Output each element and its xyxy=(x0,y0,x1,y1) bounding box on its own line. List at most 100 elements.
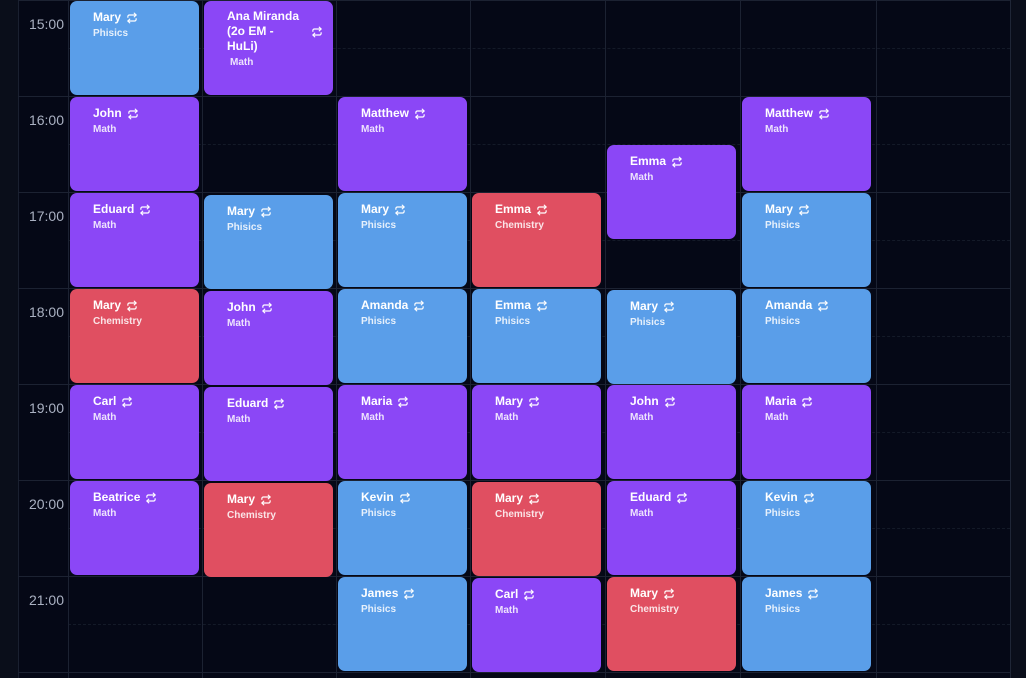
event-card[interactable]: Beatrice Math xyxy=(70,481,199,575)
hour-gridline xyxy=(18,0,1010,1)
time-label: 18:00 xyxy=(28,304,64,320)
event-subject: Phisics xyxy=(630,317,666,328)
event-card[interactable]: Emma Math xyxy=(607,145,736,239)
event-subject: Math xyxy=(765,412,789,423)
repeat-icon xyxy=(801,396,813,408)
event-subject: Chemistry xyxy=(495,220,544,231)
event-student-name: Mary xyxy=(495,491,524,505)
event-card[interactable]: John Math xyxy=(204,291,333,385)
event-title-row: John xyxy=(93,106,189,121)
event-title-row: Matthew xyxy=(361,106,457,121)
repeat-icon xyxy=(807,588,819,600)
event-card[interactable]: John Math xyxy=(70,97,199,191)
event-title-row: James xyxy=(361,586,457,601)
event-card[interactable]: John Math xyxy=(607,385,736,479)
event-title-row: Matthew xyxy=(765,106,861,121)
event-card[interactable]: Emma Phisics xyxy=(472,289,601,383)
hour-gridline xyxy=(18,576,1010,577)
time-label: 17:00 xyxy=(28,208,64,224)
event-card[interactable]: Mary Phisics xyxy=(742,193,871,287)
repeat-icon xyxy=(414,108,426,120)
event-student-name: Mary xyxy=(227,204,256,218)
event-title-row: John xyxy=(227,300,323,315)
repeat-icon xyxy=(399,492,411,504)
event-title-row: Emma xyxy=(495,202,591,217)
event-title-row: Mary xyxy=(495,394,591,409)
event-student-name: Mary xyxy=(93,298,122,312)
event-card[interactable]: Mary Chemistry xyxy=(204,483,333,577)
event-subject: Math xyxy=(495,605,519,616)
repeat-icon xyxy=(403,588,415,600)
event-card[interactable]: James Phisics xyxy=(742,577,871,671)
event-card[interactable]: Carl Math xyxy=(70,385,199,479)
event-card[interactable]: Mary Math xyxy=(472,385,601,479)
event-card[interactable]: Kevin Phisics xyxy=(742,481,871,575)
time-label: 21:00 xyxy=(28,592,64,608)
time-label: 15:00 xyxy=(28,16,64,32)
repeat-icon xyxy=(397,396,409,408)
event-card[interactable]: Maria Math xyxy=(338,385,467,479)
hour-gridline xyxy=(18,96,1010,97)
event-title-row: Mary xyxy=(495,491,591,506)
event-card[interactable]: Eduard Math xyxy=(70,193,199,287)
event-card[interactable]: Amanda Phisics xyxy=(742,289,871,383)
event-title-row: Eduard xyxy=(93,202,189,217)
repeat-icon xyxy=(536,300,548,312)
event-card[interactable]: Maria Math xyxy=(742,385,871,479)
event-card[interactable]: Amanda Phisics xyxy=(338,289,467,383)
event-card[interactable]: Carl Math xyxy=(472,578,601,672)
event-card[interactable]: Mary Chemistry xyxy=(70,289,199,383)
event-subject: Math xyxy=(630,412,654,423)
week-grid: 15:00 16:00 17:00 18:00 19:00 20:00 21:0… xyxy=(18,0,1011,678)
repeat-icon xyxy=(664,396,676,408)
event-card[interactable]: James Phisics xyxy=(338,577,467,671)
event-card[interactable]: Emma Chemistry xyxy=(472,193,601,287)
event-card[interactable]: Mary Phisics xyxy=(70,1,199,95)
event-student-name: Emma xyxy=(495,202,532,216)
event-card[interactable]: Mary Chemistry xyxy=(607,577,736,671)
event-card[interactable]: Mary Chemistry xyxy=(472,482,601,576)
event-card[interactable]: Kevin Phisics xyxy=(338,481,467,575)
event-student-name: Amanda xyxy=(361,298,409,312)
event-title-row: Emma xyxy=(495,298,591,313)
event-subject: Math xyxy=(227,414,251,425)
repeat-icon xyxy=(528,493,540,505)
event-title-row: Mary xyxy=(227,492,323,507)
event-card[interactable]: Matthew Math xyxy=(338,97,467,191)
event-student-name: Carl xyxy=(495,587,519,601)
scrollbar-track[interactable] xyxy=(1010,0,1026,678)
event-subject: Math xyxy=(630,508,654,519)
event-title-row: Eduard xyxy=(630,490,726,505)
event-student-name: Eduard xyxy=(227,396,269,410)
event-student-name: Maria xyxy=(361,394,393,408)
event-student-name: Mary xyxy=(765,202,794,216)
event-title-row: Beatrice xyxy=(93,490,189,505)
event-student-name: James xyxy=(765,586,803,600)
hour-gridline xyxy=(18,288,1010,289)
event-subject: Chemistry xyxy=(495,509,544,520)
event-subject: Math xyxy=(93,508,117,519)
event-student-name: Kevin xyxy=(765,490,798,504)
event-subject: Math xyxy=(361,412,385,423)
event-card[interactable]: Mary Phisics xyxy=(338,193,467,287)
event-title-row: Mary xyxy=(227,204,323,219)
day-gridline xyxy=(336,0,337,678)
event-subject: Chemistry xyxy=(630,604,679,615)
event-card[interactable]: Eduard Math xyxy=(204,387,333,481)
event-title-row: Mary xyxy=(630,299,726,314)
event-card[interactable]: Ana Miranda (2o EM - HuLi) Math xyxy=(204,1,333,95)
event-subject: Math xyxy=(93,412,117,423)
event-student-name: Beatrice xyxy=(93,490,141,504)
event-card[interactable]: Mary Phisics xyxy=(204,195,333,289)
event-card[interactable]: Eduard Math xyxy=(607,481,736,575)
event-student-name: Mary xyxy=(630,299,659,313)
event-subject: Phisics xyxy=(361,220,397,231)
event-subject: Chemistry xyxy=(93,316,142,327)
event-title-row: Mary xyxy=(630,586,726,601)
repeat-icon xyxy=(528,396,540,408)
event-card[interactable]: Mary Phisics xyxy=(607,290,736,384)
event-student-name: Emma xyxy=(630,154,667,168)
repeat-icon xyxy=(798,204,810,216)
event-card[interactable]: Matthew Math xyxy=(742,97,871,191)
event-title-row: Mary xyxy=(93,298,189,313)
